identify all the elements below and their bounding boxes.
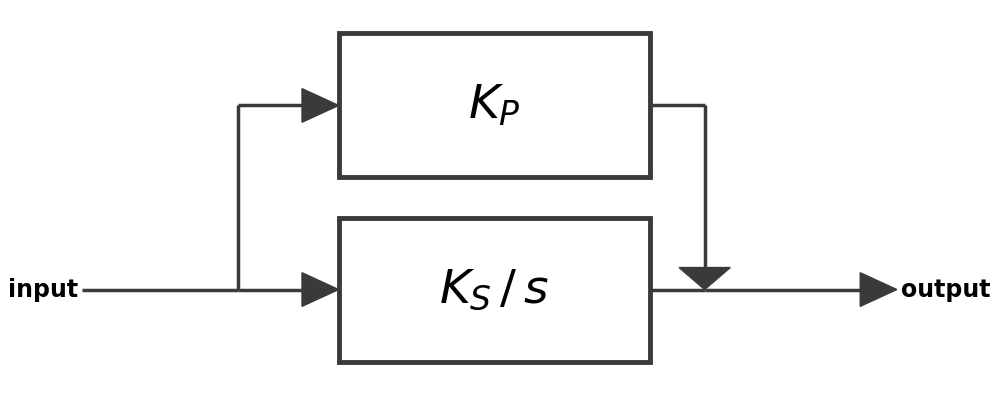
Polygon shape	[302, 89, 339, 122]
Text: $\mathit{K}_{S}\,/\,s$: $\mathit{K}_{S}\,/\,s$	[439, 267, 549, 312]
Bar	[339, 218, 650, 361]
Polygon shape	[679, 268, 730, 289]
Bar	[339, 33, 650, 177]
Text: output: output	[901, 278, 991, 301]
Text: input: input	[8, 278, 78, 301]
Text: $\mathit{K}_{P}$: $\mathit{K}_{P}$	[468, 83, 521, 128]
Polygon shape	[302, 273, 339, 306]
Polygon shape	[860, 273, 897, 306]
